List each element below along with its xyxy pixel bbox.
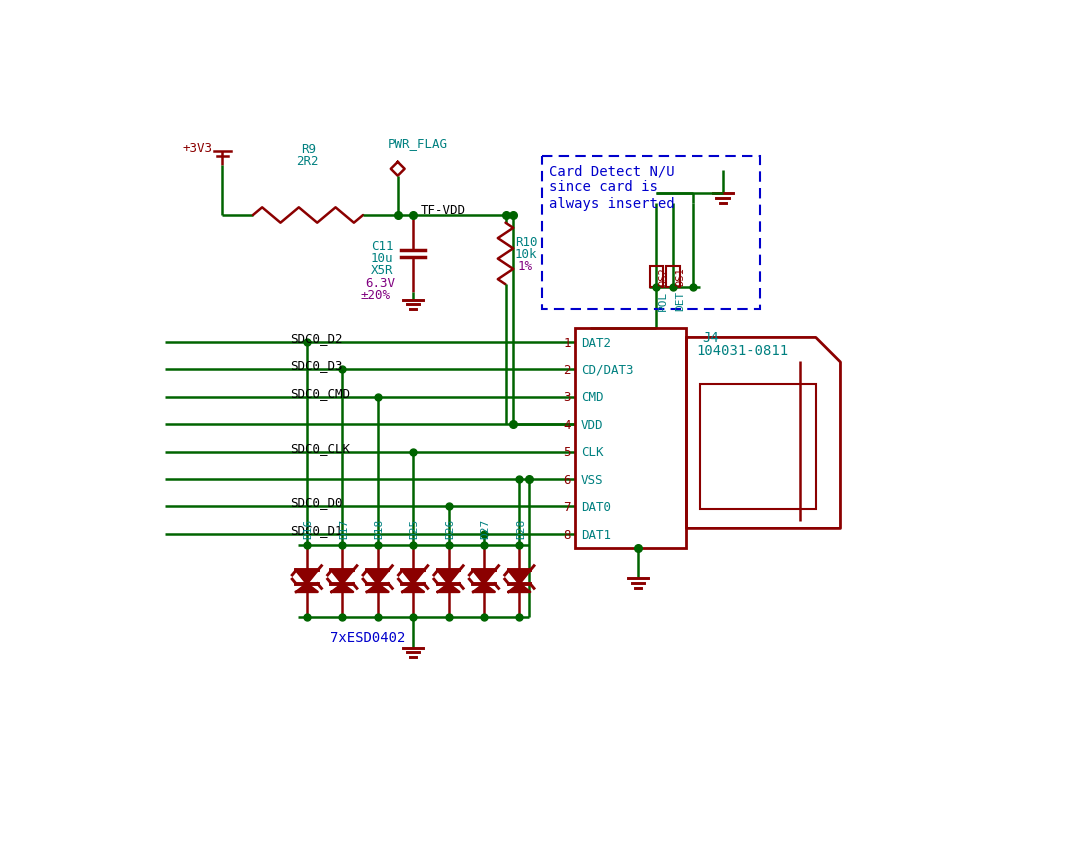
Text: 10u: 10u: [371, 252, 393, 265]
Text: +3V3: +3V3: [182, 141, 212, 155]
Text: SDC0_D1: SDC0_D1: [290, 524, 342, 537]
Text: 1%: 1%: [518, 260, 533, 274]
Polygon shape: [296, 570, 318, 584]
Text: DAT2: DAT2: [581, 337, 611, 349]
Text: TF-VDD: TF-VDD: [421, 205, 466, 217]
Text: 2: 2: [564, 364, 571, 377]
Polygon shape: [402, 584, 424, 592]
Text: R9: R9: [302, 143, 317, 157]
Text: 3: 3: [564, 392, 571, 404]
Text: POL: POL: [658, 291, 668, 312]
Text: 7: 7: [564, 501, 571, 514]
Polygon shape: [367, 584, 388, 592]
Text: VSS: VSS: [581, 474, 603, 487]
Text: CMD: CMD: [581, 392, 603, 404]
Text: C11: C11: [371, 240, 393, 253]
Text: DAT0: DAT0: [581, 501, 611, 514]
Polygon shape: [438, 570, 459, 584]
Text: R10: R10: [515, 236, 537, 248]
Text: SDC0_D2: SDC0_D2: [290, 332, 342, 345]
Bar: [700, 384, 815, 509]
Text: D26: D26: [446, 519, 455, 539]
Bar: [649, 266, 663, 287]
Text: 8: 8: [564, 529, 571, 541]
Text: 2R2: 2R2: [296, 155, 319, 168]
Text: D25: D25: [409, 519, 420, 539]
Text: CD/DAT3: CD/DAT3: [581, 364, 633, 377]
Text: DET: DET: [675, 291, 685, 312]
Polygon shape: [473, 584, 495, 592]
Text: 6: 6: [564, 474, 571, 487]
Text: 1: 1: [564, 337, 571, 349]
Text: 7xESD0402: 7xESD0402: [330, 631, 405, 645]
Text: CLK: CLK: [581, 446, 603, 459]
Polygon shape: [508, 570, 530, 584]
Text: DS1: DS1: [675, 268, 685, 286]
Text: D16: D16: [304, 519, 313, 539]
Text: 4: 4: [564, 418, 571, 432]
Bar: [575, 328, 687, 547]
Polygon shape: [402, 570, 424, 584]
Text: 104031-0811: 104031-0811: [696, 344, 789, 358]
Text: 10k: 10k: [515, 248, 537, 261]
Bar: [666, 266, 680, 287]
Text: VDD: VDD: [581, 418, 603, 432]
Text: X5R: X5R: [371, 264, 393, 277]
Text: DAT1: DAT1: [581, 529, 611, 541]
Polygon shape: [473, 570, 495, 584]
Text: ±20%: ±20%: [360, 289, 391, 302]
Text: PWR_FLAG: PWR_FLAG: [388, 137, 448, 150]
Text: D17: D17: [339, 519, 349, 539]
Polygon shape: [332, 584, 353, 592]
Text: SDC0_CMD: SDC0_CMD: [290, 386, 350, 400]
Text: D28: D28: [516, 519, 526, 539]
Polygon shape: [367, 570, 388, 584]
Polygon shape: [438, 584, 459, 592]
Text: J4: J4: [701, 331, 718, 344]
Text: 6.3V: 6.3V: [366, 277, 395, 290]
Polygon shape: [508, 584, 530, 592]
Text: D18: D18: [374, 519, 384, 539]
Bar: [543, 157, 760, 309]
Polygon shape: [296, 584, 318, 592]
Text: SDC0_CLK: SDC0_CLK: [290, 441, 350, 455]
Polygon shape: [332, 570, 353, 584]
Text: 5: 5: [564, 446, 571, 459]
Text: Card Detect N/U
since card is
always inserted: Card Detect N/U since card is always ins…: [549, 164, 675, 210]
Text: D27: D27: [481, 519, 490, 539]
Text: SDC0_D3: SDC0_D3: [290, 360, 342, 372]
Text: SDC0_D0: SDC0_D0: [290, 497, 342, 509]
Text: DS2: DS2: [658, 268, 668, 286]
